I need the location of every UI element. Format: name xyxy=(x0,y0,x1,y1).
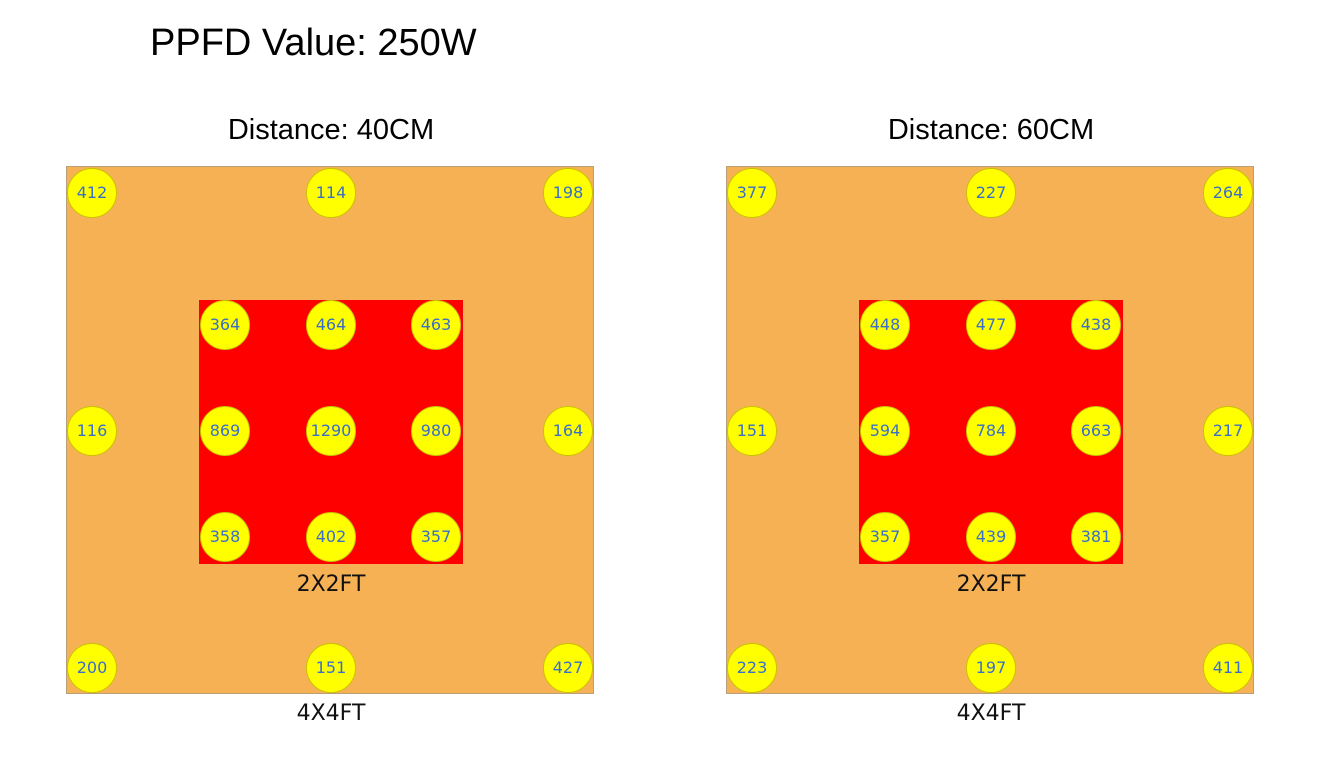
ppfd-reading: 164 xyxy=(543,406,593,456)
ppfd-reading: 663 xyxy=(1071,406,1121,456)
ppfd-reading: 223 xyxy=(727,643,777,693)
inner-area-label: 2X2FT xyxy=(956,572,1026,597)
ppfd-reading: 227 xyxy=(966,168,1016,218)
ppfd-reading: 438 xyxy=(1071,300,1121,350)
panel-heading: Distance: 60CM xyxy=(887,114,1095,146)
ppfd-reading: 381 xyxy=(1071,512,1121,562)
ppfd-reading: 357 xyxy=(860,512,910,562)
ppfd-reading: 439 xyxy=(966,512,1016,562)
ppfd-reading: 198 xyxy=(543,168,593,218)
ppfd-reading: 869 xyxy=(200,406,250,456)
ppfd-reading: 411 xyxy=(1203,643,1253,693)
ppfd-reading: 264 xyxy=(1203,168,1253,218)
ppfd-reading: 594 xyxy=(860,406,910,456)
ppfd-reading: 784 xyxy=(966,406,1016,456)
inner-area-label: 2X2FT xyxy=(296,572,366,597)
ppfd-reading: 217 xyxy=(1203,406,1253,456)
ppfd-reading: 412 xyxy=(67,168,117,218)
ppfd-reading: 1290 xyxy=(306,406,356,456)
ppfd-reading: 358 xyxy=(200,512,250,562)
ppfd-reading: 364 xyxy=(200,300,250,350)
ppfd-reading: 464 xyxy=(306,300,356,350)
ppfd-reading: 151 xyxy=(727,406,777,456)
ppfd-reading: 448 xyxy=(860,300,910,350)
ppfd-reading: 427 xyxy=(543,643,593,693)
page-title: PPFD Value: 250W xyxy=(150,22,477,64)
ppfd-reading: 200 xyxy=(67,643,117,693)
outer-area-label: 4X4FT xyxy=(296,701,366,726)
ppfd-reading: 116 xyxy=(67,406,117,456)
panel-distance-60cm: Distance: 60CM 2X2FT 4X4FT 377 227 264 448 4… xyxy=(726,0,1256,758)
panel-distance-40cm: Distance: 40CM 2X2FT 4X4FT 412 114 198 364 4… xyxy=(66,0,596,758)
ppfd-reading: 197 xyxy=(966,643,1016,693)
ppfd-reading: 151 xyxy=(306,643,356,693)
ppfd-reading: 357 xyxy=(411,512,461,562)
ppfd-reading: 114 xyxy=(306,168,356,218)
outer-area-label: 4X4FT xyxy=(956,701,1026,726)
panel-heading: Distance: 40CM xyxy=(227,114,435,146)
ppfd-reading: 477 xyxy=(966,300,1016,350)
ppfd-reading: 463 xyxy=(411,300,461,350)
ppfd-reading: 377 xyxy=(727,168,777,218)
ppfd-reading: 980 xyxy=(411,406,461,456)
ppfd-reading: 402 xyxy=(306,512,356,562)
